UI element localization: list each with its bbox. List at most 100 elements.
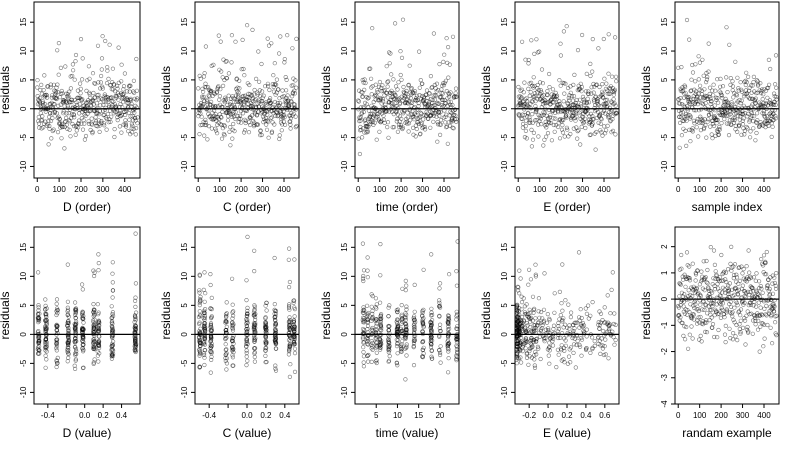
y-tick-label: 10 <box>500 271 509 280</box>
data-point <box>399 77 404 82</box>
data-point <box>746 88 752 93</box>
data-point <box>753 96 758 101</box>
data-point <box>96 261 101 266</box>
data-point <box>369 359 374 365</box>
plot-frame <box>674 1 780 179</box>
data-point <box>360 135 365 140</box>
data-point <box>379 118 384 123</box>
data-point <box>198 122 203 128</box>
data-point <box>681 309 686 314</box>
data-point <box>766 82 772 87</box>
data-point <box>699 339 704 344</box>
data-point <box>277 96 282 101</box>
data-point <box>259 132 264 138</box>
data-point <box>723 110 728 116</box>
data-point <box>567 93 572 98</box>
data-point <box>440 83 445 88</box>
x-tick-label: 100 <box>693 185 707 194</box>
data-point <box>524 96 529 101</box>
data-point <box>276 87 281 92</box>
data-point <box>735 113 741 119</box>
x-tick-label: 0 <box>356 185 361 194</box>
data-point <box>742 318 748 323</box>
data-point <box>290 94 295 99</box>
data-point <box>548 120 554 126</box>
y-tick-label: -10 <box>180 386 189 398</box>
data-point <box>387 303 392 308</box>
data-point <box>99 118 104 124</box>
data-point <box>613 74 619 79</box>
data-point <box>532 357 537 362</box>
data-point <box>538 88 544 93</box>
data-point <box>737 278 743 284</box>
data-point <box>118 114 123 119</box>
data-point <box>687 278 693 283</box>
data-point <box>77 81 83 86</box>
data-point <box>134 56 139 62</box>
data-point <box>54 301 59 307</box>
data-point <box>685 346 691 351</box>
data-point <box>611 102 616 107</box>
data-point <box>87 76 92 81</box>
data-point <box>598 116 604 121</box>
data-point <box>532 363 537 368</box>
data-point <box>743 294 748 300</box>
data-point <box>746 105 751 110</box>
data-point <box>539 67 545 72</box>
data-point <box>598 351 603 357</box>
y-tick-label: 15 <box>180 17 189 26</box>
data-point <box>605 123 610 128</box>
y-axis-label: residuals <box>0 66 12 114</box>
data-point <box>64 111 69 116</box>
data-point <box>365 303 370 308</box>
data-point <box>537 49 542 54</box>
data-point <box>391 77 396 82</box>
data-point <box>437 61 442 67</box>
data-point <box>608 311 613 316</box>
data-point <box>716 132 722 137</box>
data-point <box>591 117 596 122</box>
data-point <box>751 74 757 79</box>
data-point <box>265 36 270 41</box>
data-point <box>244 97 249 103</box>
data-point <box>375 88 380 93</box>
data-point <box>79 77 85 82</box>
data-point <box>437 113 442 119</box>
data-point <box>773 102 778 107</box>
data-point <box>564 125 570 130</box>
data-point <box>294 36 299 42</box>
data-point <box>762 336 767 341</box>
data-point <box>751 114 757 119</box>
data-point <box>39 118 44 123</box>
data-point <box>444 36 449 41</box>
data-point <box>131 78 136 83</box>
data-point <box>742 128 748 133</box>
data-point <box>766 57 772 63</box>
data-point <box>718 90 724 95</box>
data-point <box>432 113 437 118</box>
data-point <box>443 120 448 125</box>
data-point <box>602 131 608 136</box>
data-point <box>743 342 748 347</box>
data-point <box>240 111 246 116</box>
data-point <box>688 139 693 144</box>
data-point <box>396 122 402 127</box>
y-tick-label: 15 <box>500 242 509 251</box>
data-point <box>523 57 528 62</box>
data-point <box>571 93 577 99</box>
data-point <box>369 85 374 90</box>
data-point <box>534 37 539 42</box>
data-point <box>119 112 124 118</box>
data-point <box>84 88 89 93</box>
data-point <box>258 133 263 138</box>
data-point <box>677 120 683 125</box>
data-point <box>382 88 387 93</box>
data-point <box>234 76 239 81</box>
data-point <box>248 122 253 128</box>
data-point <box>373 97 378 102</box>
data-point <box>230 302 235 307</box>
data-point <box>203 122 208 128</box>
data-point <box>688 88 693 94</box>
data-point <box>282 56 287 62</box>
